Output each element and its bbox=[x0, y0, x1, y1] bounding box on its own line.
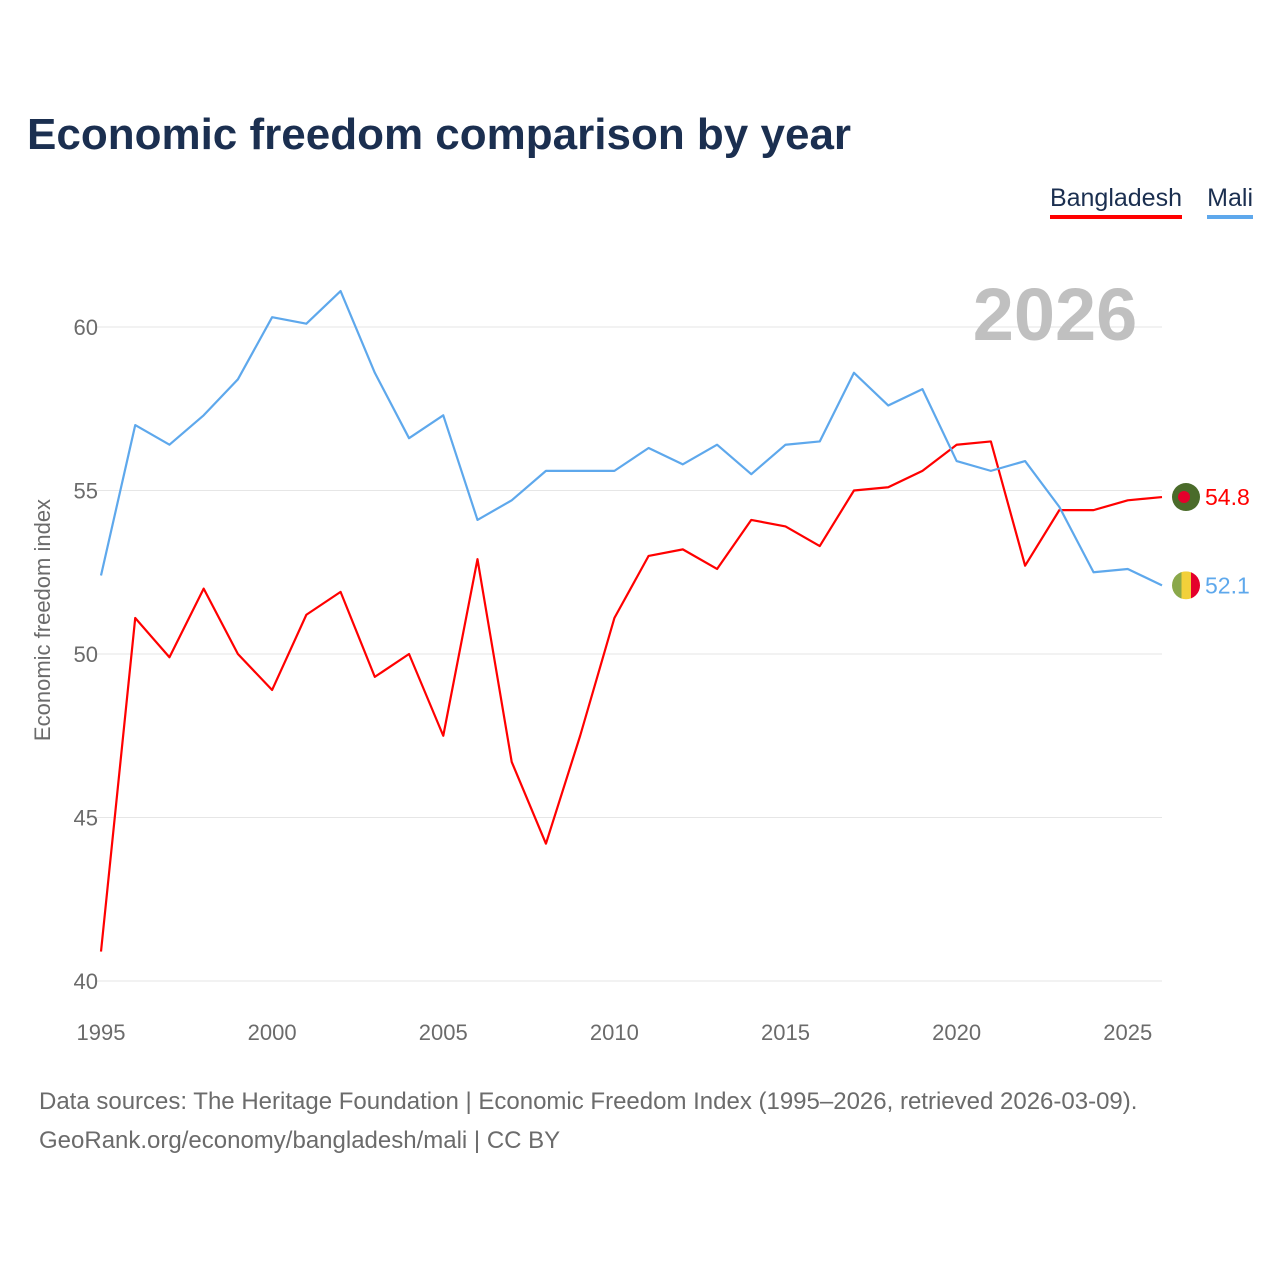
footer-sources: Data sources: The Heritage Foundation | … bbox=[39, 1088, 1138, 1115]
y-tick-label: 60 bbox=[74, 315, 98, 340]
bangladesh-flag-icon bbox=[1172, 483, 1200, 512]
x-tick-label: 2010 bbox=[590, 1020, 639, 1045]
y-tick-label: 45 bbox=[74, 806, 98, 831]
y-tick-label: 50 bbox=[74, 642, 98, 667]
x-tick-label: 2020 bbox=[932, 1020, 981, 1045]
x-tick-label: 2005 bbox=[419, 1020, 468, 1045]
current-year-label: 2026 bbox=[973, 273, 1138, 356]
x-tick-label: 2025 bbox=[1103, 1020, 1152, 1045]
y-tick-label: 40 bbox=[74, 969, 98, 994]
mali-flag-icon bbox=[1172, 571, 1200, 600]
legend-mali[interactable]: Mali bbox=[1207, 184, 1253, 219]
legend-bangladesh[interactable]: Bangladesh bbox=[1049, 184, 1182, 219]
series-line-mali bbox=[99, 289, 1163, 587]
x-tick-label: 2015 bbox=[761, 1020, 810, 1045]
end-value-label: 52.1 bbox=[1205, 572, 1250, 598]
y-tick-label: 55 bbox=[74, 479, 98, 504]
footer-link[interactable]: GeoRank.org/economy/bangladesh/mali | CC… bbox=[39, 1127, 561, 1154]
end-value-label: 54.8 bbox=[1205, 484, 1250, 510]
chart-title: Economic freedom comparison by year bbox=[27, 110, 852, 159]
series-line-bangladesh bbox=[99, 440, 1163, 952]
x-tick-label: 2000 bbox=[248, 1020, 297, 1045]
x-tick-label: 1995 bbox=[77, 1020, 126, 1045]
y-axis-label: Economic freedom index bbox=[30, 499, 55, 741]
